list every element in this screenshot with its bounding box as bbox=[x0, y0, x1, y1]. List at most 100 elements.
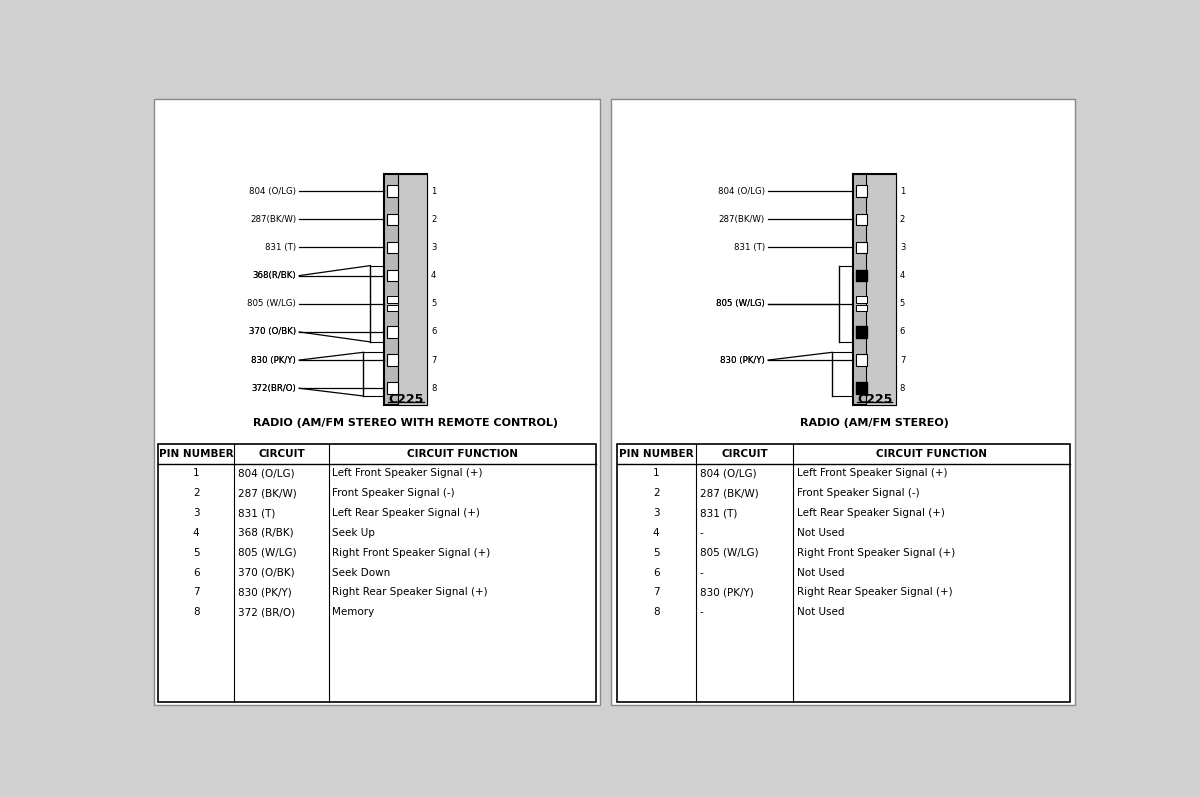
Text: Right Front Speaker Signal (+): Right Front Speaker Signal (+) bbox=[797, 548, 955, 558]
Text: 4: 4 bbox=[653, 528, 660, 538]
Bar bbox=[856, 355, 868, 366]
Text: -: - bbox=[700, 567, 703, 578]
Text: C225: C225 bbox=[388, 393, 424, 406]
Text: 805 (W/LG): 805 (W/LG) bbox=[700, 548, 758, 558]
Text: 372(BR/O): 372(BR/O) bbox=[251, 383, 296, 393]
Text: -: - bbox=[700, 528, 703, 538]
Bar bbox=[154, 100, 600, 705]
Text: Left Front Speaker Signal (+): Left Front Speaker Signal (+) bbox=[332, 469, 482, 478]
Text: Left Rear Speaker Signal (+): Left Rear Speaker Signal (+) bbox=[332, 508, 480, 518]
Text: 3: 3 bbox=[653, 508, 660, 518]
Text: 6: 6 bbox=[431, 328, 437, 336]
Text: 804 (O/LG): 804 (O/LG) bbox=[718, 186, 764, 195]
Bar bbox=[386, 186, 398, 197]
Text: 2: 2 bbox=[900, 214, 905, 224]
Text: CIRCUIT FUNCTION: CIRCUIT FUNCTION bbox=[407, 449, 517, 458]
Text: 1: 1 bbox=[193, 469, 199, 478]
Text: 804 (O/LG): 804 (O/LG) bbox=[700, 469, 756, 478]
Text: RADIO (AM/FM STEREO WITH REMOTE CONTROL): RADIO (AM/FM STEREO WITH REMOTE CONTROL) bbox=[253, 418, 558, 428]
Text: 370 (O/BK): 370 (O/BK) bbox=[248, 328, 296, 336]
Text: 805 (W/LG): 805 (W/LG) bbox=[247, 299, 296, 308]
Text: 287 (BK/W): 287 (BK/W) bbox=[700, 489, 758, 498]
Text: 3: 3 bbox=[431, 243, 437, 252]
Bar bbox=[157, 444, 595, 701]
Text: C225: C225 bbox=[857, 393, 893, 406]
Bar bbox=[856, 383, 868, 394]
Bar bbox=[386, 241, 398, 253]
Text: 368(R/BK): 368(R/BK) bbox=[252, 271, 296, 280]
Text: 4: 4 bbox=[900, 271, 905, 280]
Bar bbox=[386, 304, 398, 312]
Text: 4: 4 bbox=[193, 528, 199, 538]
Text: Memory: Memory bbox=[332, 607, 374, 618]
Text: 2: 2 bbox=[431, 214, 436, 224]
Bar bbox=[856, 270, 868, 281]
Text: Seek Up: Seek Up bbox=[332, 528, 376, 538]
Bar bbox=[856, 326, 868, 338]
Text: 7: 7 bbox=[431, 355, 437, 364]
Bar bbox=[386, 214, 398, 225]
Text: 8: 8 bbox=[193, 607, 199, 618]
Text: RADIO (AM/FM STEREO): RADIO (AM/FM STEREO) bbox=[800, 418, 949, 428]
Text: 804 (O/LG): 804 (O/LG) bbox=[239, 469, 295, 478]
Text: 831 (T): 831 (T) bbox=[239, 508, 276, 518]
Text: Not Used: Not Used bbox=[797, 607, 845, 618]
Text: 5: 5 bbox=[653, 548, 660, 558]
Text: 5: 5 bbox=[900, 299, 905, 308]
Text: Right Rear Speaker Signal (+): Right Rear Speaker Signal (+) bbox=[332, 587, 488, 598]
Bar bbox=[397, 175, 427, 405]
Text: 830 (PK/Y): 830 (PK/Y) bbox=[251, 355, 296, 364]
Text: 4: 4 bbox=[431, 271, 436, 280]
Text: 830 (PK/Y): 830 (PK/Y) bbox=[720, 355, 764, 364]
Text: 5: 5 bbox=[193, 548, 199, 558]
Text: Left Rear Speaker Signal (+): Left Rear Speaker Signal (+) bbox=[797, 508, 946, 518]
Text: 1: 1 bbox=[431, 186, 436, 195]
Text: Right Rear Speaker Signal (+): Right Rear Speaker Signal (+) bbox=[797, 587, 953, 598]
Text: 1: 1 bbox=[900, 186, 905, 195]
Text: Right Front Speaker Signal (+): Right Front Speaker Signal (+) bbox=[332, 548, 491, 558]
Text: 370 (O/BK): 370 (O/BK) bbox=[239, 567, 295, 578]
Text: CIRCUIT: CIRCUIT bbox=[258, 449, 305, 458]
Text: 370 (O/BK): 370 (O/BK) bbox=[248, 328, 296, 336]
Text: 831 (T): 831 (T) bbox=[734, 243, 764, 252]
Text: Not Used: Not Used bbox=[797, 567, 845, 578]
Text: 372 (BR/O): 372 (BR/O) bbox=[239, 607, 295, 618]
Text: Front Speaker Signal (-): Front Speaker Signal (-) bbox=[332, 489, 455, 498]
Text: 805 (W/LG): 805 (W/LG) bbox=[716, 299, 764, 308]
Text: 1: 1 bbox=[653, 469, 660, 478]
Text: CIRCUIT: CIRCUIT bbox=[721, 449, 768, 458]
Bar bbox=[856, 296, 868, 303]
Bar bbox=[853, 175, 896, 405]
Bar bbox=[856, 186, 868, 197]
Text: 287(BK/W): 287(BK/W) bbox=[719, 214, 764, 224]
Text: 831 (T): 831 (T) bbox=[265, 243, 296, 252]
Text: 8: 8 bbox=[431, 383, 437, 393]
Bar bbox=[386, 355, 398, 366]
Text: PIN NUMBER: PIN NUMBER bbox=[619, 449, 694, 458]
Text: 287 (BK/W): 287 (BK/W) bbox=[239, 489, 298, 498]
Text: 8: 8 bbox=[900, 383, 905, 393]
Text: Seek Down: Seek Down bbox=[332, 567, 391, 578]
Text: Front Speaker Signal (-): Front Speaker Signal (-) bbox=[797, 489, 920, 498]
Text: 830 (PK/Y): 830 (PK/Y) bbox=[720, 355, 764, 364]
Bar bbox=[386, 296, 398, 303]
Bar bbox=[386, 326, 398, 338]
Bar bbox=[866, 175, 896, 405]
Text: 287(BK/W): 287(BK/W) bbox=[250, 214, 296, 224]
Text: 3: 3 bbox=[900, 243, 905, 252]
Bar bbox=[386, 383, 398, 394]
Bar bbox=[386, 270, 398, 281]
Text: CIRCUIT FUNCTION: CIRCUIT FUNCTION bbox=[876, 449, 988, 458]
Text: 6: 6 bbox=[900, 328, 905, 336]
Text: -: - bbox=[700, 607, 703, 618]
Text: Not Used: Not Used bbox=[797, 528, 845, 538]
Text: 2: 2 bbox=[193, 489, 199, 498]
Text: 3: 3 bbox=[193, 508, 199, 518]
Bar bbox=[856, 241, 868, 253]
Text: 368 (R/BK): 368 (R/BK) bbox=[239, 528, 294, 538]
Text: 368(R/BK): 368(R/BK) bbox=[252, 271, 296, 280]
Text: 372(BR/O): 372(BR/O) bbox=[251, 383, 296, 393]
Text: 7: 7 bbox=[900, 355, 905, 364]
Text: 805 (W/LG): 805 (W/LG) bbox=[716, 299, 764, 308]
Bar bbox=[617, 444, 1070, 701]
